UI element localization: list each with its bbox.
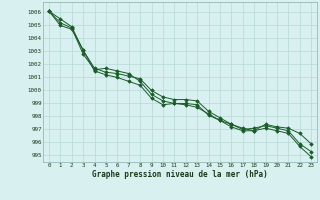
X-axis label: Graphe pression niveau de la mer (hPa): Graphe pression niveau de la mer (hPa) [92, 170, 268, 179]
